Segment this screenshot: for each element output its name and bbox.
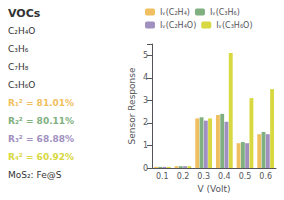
svg-text:C₂H₄O: C₂H₄O <box>8 26 35 36</box>
svg-text:0.5: 0.5 <box>239 172 252 181</box>
svg-text:R₁² = 81.01%: R₁² = 81.01% <box>8 98 74 108</box>
svg-text:R₄² = 60.92%: R₄² = 60.92% <box>8 152 74 162</box>
svg-text:Iᵥ(C₂H₄O): Iᵥ(C₂H₄O) <box>160 21 196 30</box>
svg-text:MoS₂: Fe@S: MoS₂: Fe@S <box>8 170 62 180</box>
svg-text:0.3: 0.3 <box>197 172 210 181</box>
svg-text:R₃² = 68.88%: R₃² = 68.88% <box>8 134 74 144</box>
svg-text:1: 1 <box>143 141 148 150</box>
svg-text:Iᵥ(C₂H₄): Iᵥ(C₂H₄) <box>160 8 190 17</box>
svg-text:Sensor Response: Sensor Response <box>127 67 137 144</box>
svg-text:0.2: 0.2 <box>177 172 190 181</box>
svg-text:0.6: 0.6 <box>259 172 272 181</box>
svg-text:0.4: 0.4 <box>218 172 231 181</box>
svg-text:0: 0 <box>143 164 148 173</box>
svg-text:4: 4 <box>143 73 148 82</box>
svg-text:Iᵥ(C₃H₆): Iᵥ(C₃H₆) <box>210 8 240 17</box>
svg-text:C₃H₆O: C₃H₆O <box>8 80 35 90</box>
svg-text:R₂² = 80.11%: R₂² = 80.11% <box>8 116 74 126</box>
svg-text:Iᵥ(C₃H₆O): Iᵥ(C₃H₆O) <box>216 21 252 30</box>
svg-text:0.1: 0.1 <box>156 172 169 181</box>
svg-text:2: 2 <box>143 118 148 127</box>
svg-text:C₃H₆: C₃H₆ <box>8 44 29 54</box>
svg-text:V (Volt): V (Volt) <box>197 184 230 194</box>
svg-text:5: 5 <box>143 51 148 60</box>
svg-text:VOCs: VOCs <box>8 7 41 20</box>
svg-text:C₇H₈: C₇H₈ <box>8 62 29 72</box>
svg-text:3: 3 <box>143 96 148 105</box>
